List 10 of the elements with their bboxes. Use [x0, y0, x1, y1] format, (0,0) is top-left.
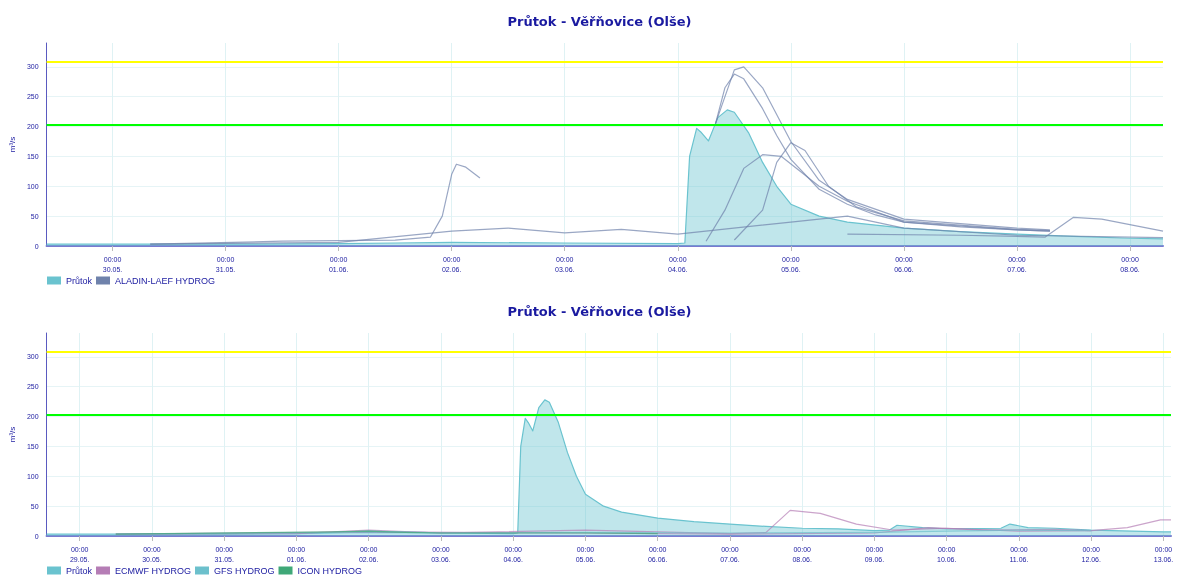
y-axis-title: m³/s	[7, 426, 17, 443]
chart-title: Průtok - Věřňovice (Olše)	[507, 304, 692, 319]
chart-title: Průtok - Věřňovice (Olše)	[507, 14, 692, 29]
legend-label: ALADIN-LAEF HYDROG	[115, 275, 216, 286]
legend-label: ICON HYDROG	[297, 565, 363, 576]
legend-label: GFS HYDROG	[214, 565, 275, 576]
legend-label: Průtok	[66, 565, 93, 576]
legend-label: Průtok	[66, 275, 93, 286]
y-axis-title: m³/s	[7, 136, 17, 153]
legend-label: ECMWF HYDROG	[115, 565, 192, 576]
